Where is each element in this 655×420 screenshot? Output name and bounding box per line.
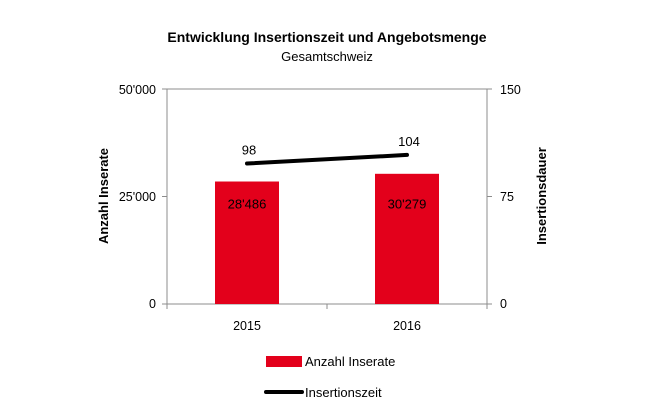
chart-title: Entwicklung Insertionszeit und Angebotsm…	[167, 29, 486, 45]
legend-label: Insertionszeit	[305, 385, 382, 400]
line-value-label: 98	[242, 143, 256, 158]
y2-tick-label: 150	[500, 83, 521, 97]
bar	[375, 173, 439, 304]
legend: Anzahl Inserate Insertionszeit	[264, 354, 395, 400]
y2-tick-label: 0	[500, 297, 507, 311]
legend-bar-swatch	[266, 356, 302, 367]
plot-area	[162, 88, 492, 309]
y2-tick-label: 75	[500, 190, 514, 204]
y-tick-label: 25'000	[119, 190, 156, 204]
y-tick-label: 50'000	[119, 83, 156, 97]
bar	[215, 181, 279, 304]
y-axis-title: Anzahl Inserate	[96, 148, 111, 244]
x-axis: 2015 2016	[233, 319, 421, 333]
line-value-label: 104	[398, 134, 420, 149]
bar-value-label: 30'279	[388, 197, 427, 212]
line-series: 98 104	[242, 134, 420, 166]
right-axis: 0 75 150	[500, 83, 521, 311]
y-tick-label: 0	[149, 297, 156, 311]
y2-axis-title: Insertionsdauer	[534, 147, 549, 245]
x-tick-label: 2015	[233, 319, 261, 333]
bar-value-label: 28'486	[228, 197, 267, 212]
x-tick-label: 2016	[393, 319, 421, 333]
line-path	[245, 152, 409, 166]
bar-series: 28'486 30'279	[215, 173, 439, 304]
legend-label: Anzahl Inserate	[305, 354, 395, 369]
left-axis: 0 25'000 50'000	[119, 83, 156, 311]
chart-subtitle: Gesamtschweiz	[281, 49, 373, 64]
